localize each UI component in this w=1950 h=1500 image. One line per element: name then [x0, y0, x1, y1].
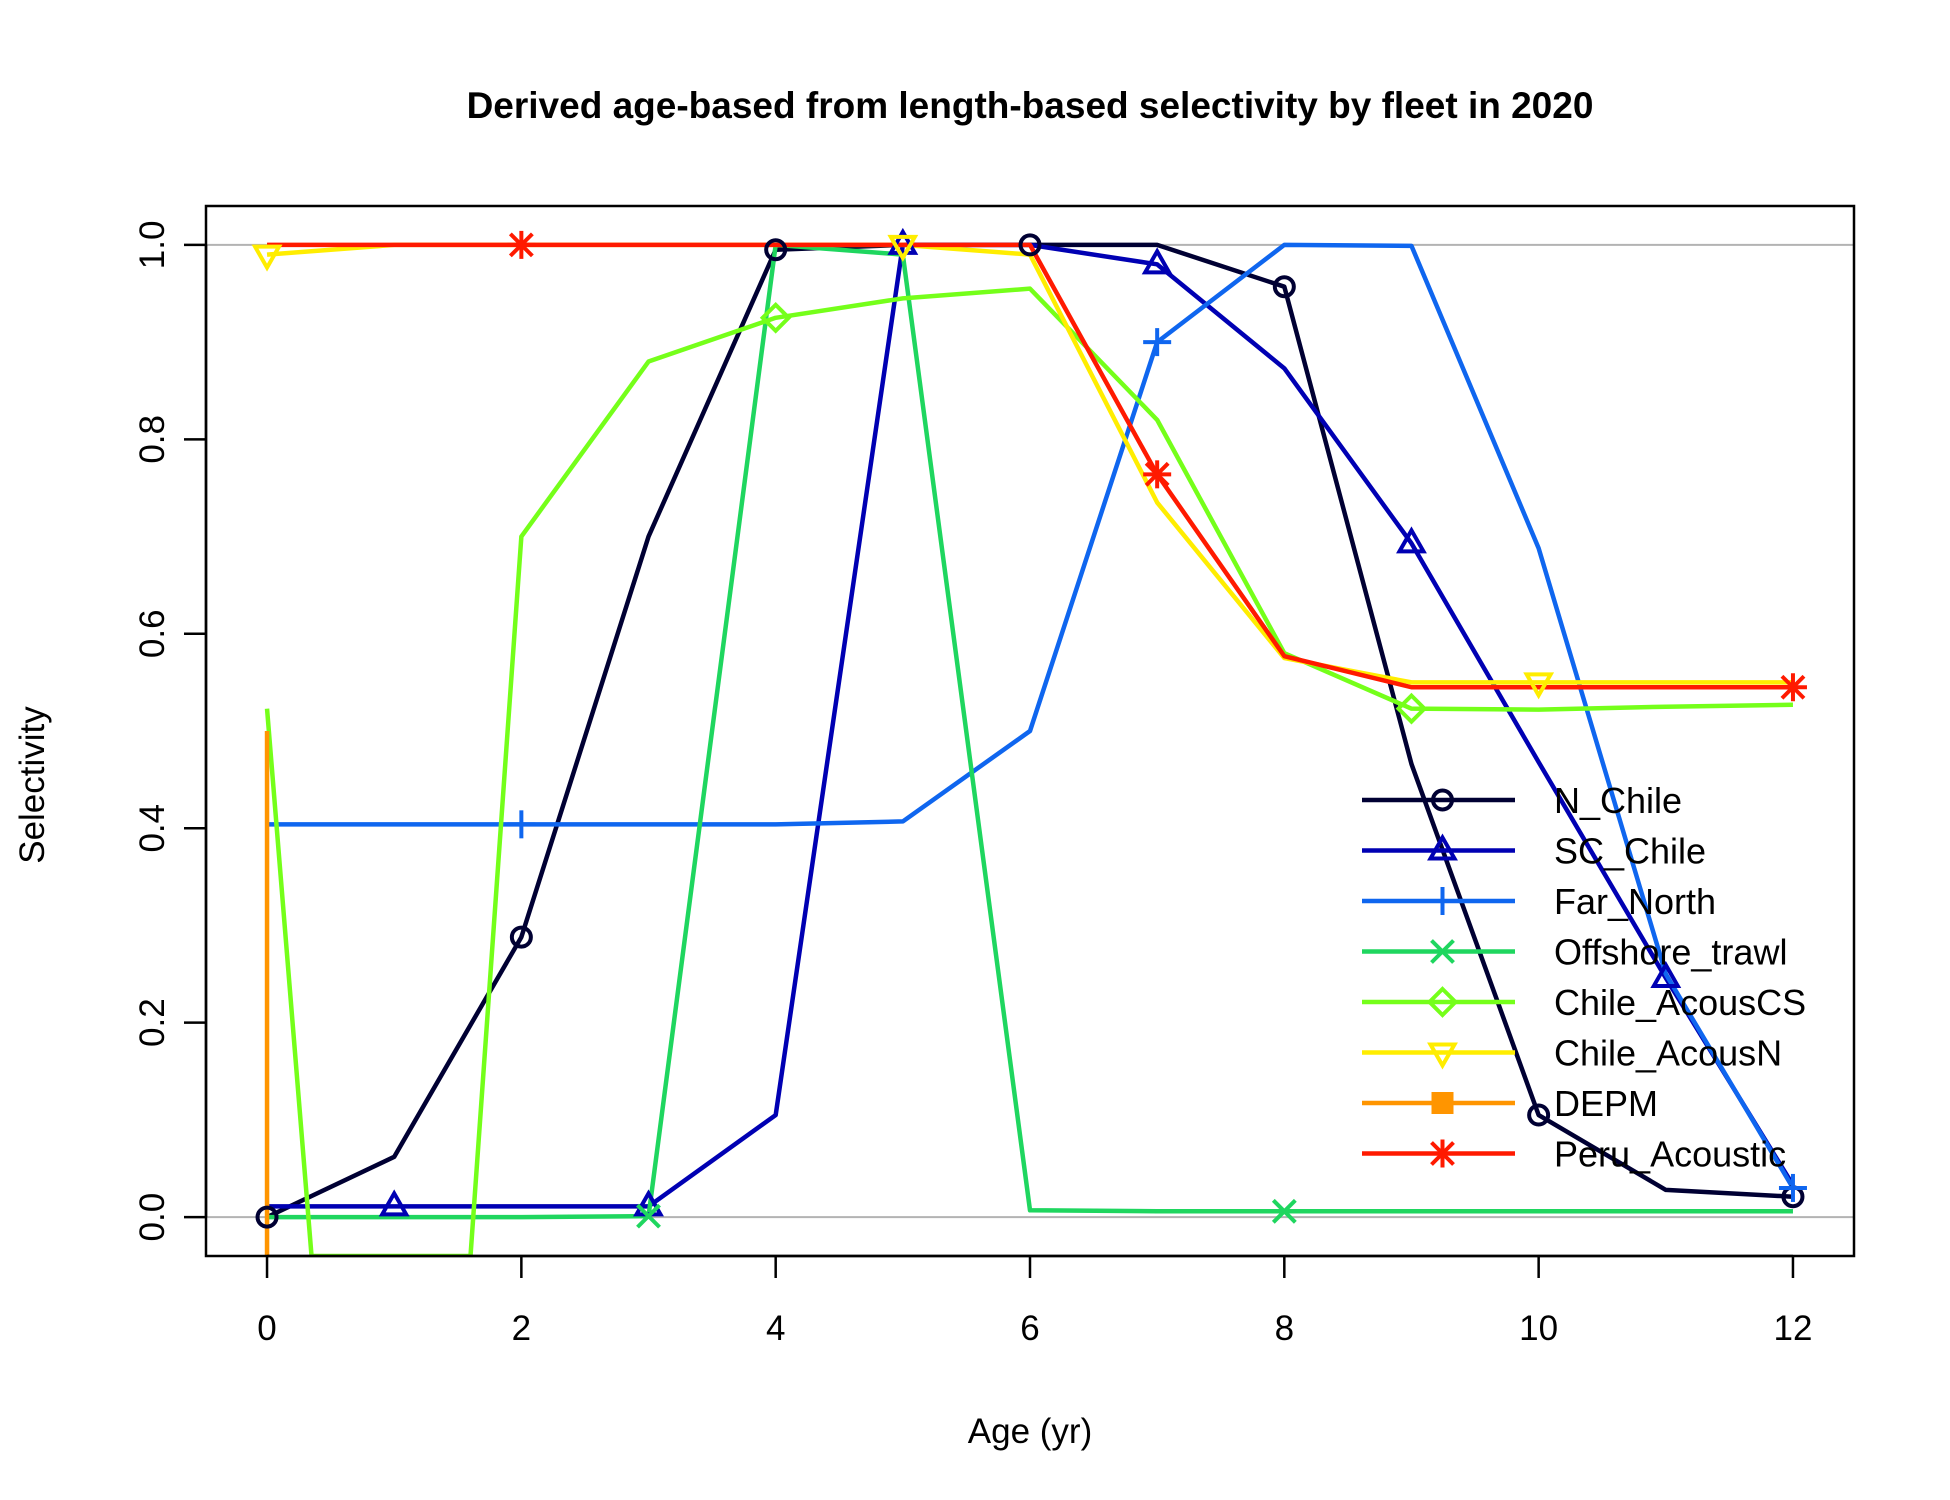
data-point-n-chile-10: [1527, 1103, 1551, 1127]
x-tick-label: 6: [1020, 1309, 1039, 1348]
data-point-chile-acousn-0: [251, 244, 283, 272]
legend-label: SC_Chile: [1554, 831, 1706, 872]
y-tick-label: 0.4: [133, 804, 172, 853]
data-point-chile-acousn-10: [1523, 672, 1555, 700]
legend-item-peru-acoustic: Peru_Acoustic: [1362, 1134, 1786, 1175]
legend-label: Chile_AcousCS: [1554, 982, 1806, 1023]
legend-marker: [1428, 1139, 1457, 1168]
data-point-sc-chile-11: [1650, 960, 1682, 988]
legend-item-sc-chile: SC_Chile: [1362, 831, 1706, 872]
legend-label: DEPM: [1554, 1083, 1658, 1124]
data-point-offshore-trawl-8: [1271, 1198, 1297, 1224]
x-tick-label: 10: [1519, 1309, 1558, 1348]
x-axis: 0 2 4 6 8 10 12: [257, 1254, 1812, 1348]
data-point-n-chile-8: [1272, 275, 1296, 299]
legend-label: Peru_Acoustic: [1554, 1134, 1786, 1175]
data-point-offshore-trawl-3: [636, 1203, 661, 1229]
data-point-chile-acousn-5: [887, 234, 919, 262]
legend-label: N_Chile: [1554, 780, 1682, 821]
data-point-far-north-12: [1778, 1173, 1807, 1202]
legend-item-n-chile: N_Chile: [1362, 780, 1682, 821]
data-point-sc-chile-5: [887, 227, 919, 255]
legend-item-offshore-trawl: Offshore_trawl: [1362, 932, 1787, 973]
data-point-far-north-2: [507, 810, 536, 839]
legend-label: Far_North: [1554, 881, 1716, 922]
legend-marker: [1431, 788, 1454, 812]
y-axis-label: Selectivity: [13, 706, 52, 864]
plot-area: [251, 227, 1807, 1256]
x-tick-label: 8: [1275, 1309, 1294, 1348]
data-point-peru-acoustic-12: [1778, 673, 1807, 702]
legend-item-far-north: Far_North: [1362, 881, 1716, 922]
data-point-n-chile-6: [1018, 233, 1042, 257]
y-tick-label: 0.0: [133, 1193, 172, 1242]
y-tick-label: 0.2: [133, 998, 172, 1047]
series-line-peru-acoustic: [267, 242, 1793, 690]
series-line-offshore-trawl: [267, 242, 1793, 1220]
data-point-chile-acouscs-4: [759, 301, 792, 334]
chart-title: Derived age-based from length-based sele…: [467, 85, 1594, 126]
legend-marker: [1428, 887, 1457, 915]
legend: N_Chile SC_Chile Far_North Offshore_trawl Ch…: [1362, 780, 1806, 1175]
x-tick-label: 4: [766, 1309, 785, 1348]
y-tick-label: 0.8: [133, 415, 172, 464]
legend-label: Offshore_trawl: [1554, 932, 1787, 973]
y-axis: 0.0 0.2 0.4 0.6 0.8 1.0: [133, 221, 208, 1242]
legend-marker: [1431, 1092, 1454, 1114]
legend-label: Chile_AcousN: [1554, 1033, 1782, 1074]
plot-frame: [204, 204, 1856, 1258]
x-axis-label: Age (yr): [968, 1412, 1092, 1451]
data-point-sc-chile-1: [378, 1189, 410, 1217]
data-point-far-north-7: [1143, 328, 1172, 357]
data-point-n-chile-0: [255, 1205, 279, 1229]
legend-item-depm: DEPM: [1362, 1083, 1658, 1124]
data-point-sc-chile-7: [1141, 247, 1173, 275]
legend-item-chile-acousn: Chile_AcousN: [1362, 1033, 1782, 1074]
data-point-n-chile-2: [509, 925, 533, 949]
x-tick-label: 2: [512, 1309, 531, 1348]
y-tick-label: 1.0: [133, 221, 172, 270]
y-tick-label: 0.6: [133, 609, 172, 658]
data-point-sc-chile-9: [1396, 526, 1427, 554]
data-point-peru-acoustic-7: [1143, 460, 1172, 489]
legend-marker: [1426, 986, 1459, 1018]
series-line-chile-acousn: [266, 242, 1793, 685]
legend-marker: [1430, 939, 1455, 964]
x-tick-label: 0: [257, 1309, 276, 1348]
data-point-peru-acoustic-2: [507, 230, 536, 259]
legend-item-chile-acouscs: Chile_AcousCS: [1362, 982, 1806, 1023]
data-point-n-chile-4: [764, 238, 788, 262]
x-tick-label: 12: [1773, 1309, 1812, 1348]
legend-marker: [1427, 1042, 1458, 1070]
series-line-chile-acouscs: [264, 286, 1793, 1256]
legend-marker: [1427, 833, 1458, 861]
data-point-chile-acouscs-9: [1395, 692, 1428, 725]
